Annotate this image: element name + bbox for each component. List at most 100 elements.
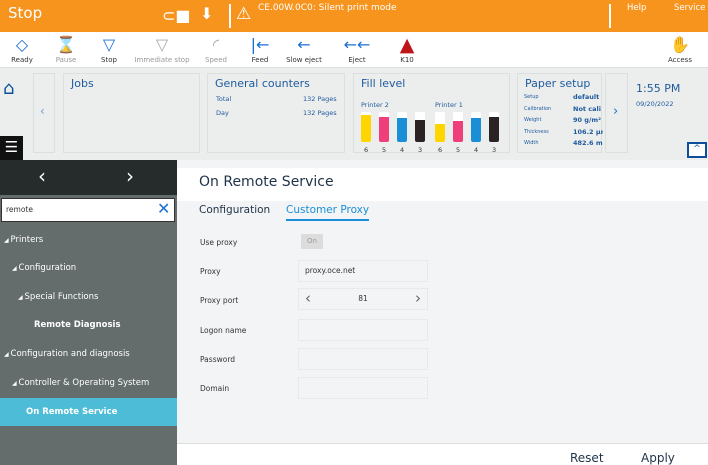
- eject-button[interactable]: ←← Eject: [327, 34, 387, 64]
- jobs-panel[interactable]: Jobs: [63, 73, 200, 153]
- clock-time: 1:55 PM: [636, 82, 681, 95]
- label: Stop: [101, 56, 117, 64]
- immediate-stop-icon: ▽: [155, 35, 169, 54]
- paper-row-value: 482.6 m: [573, 139, 603, 147]
- label: Access: [668, 56, 692, 64]
- use-proxy-toggle[interactable]: On: [301, 234, 323, 249]
- tab-customer-proxy[interactable]: Customer Proxy: [286, 204, 370, 221]
- ink-cartridge: [489, 112, 499, 142]
- counter-total-value: 132 Pages: [303, 95, 337, 103]
- counters-panel[interactable]: General counters Total 132 Pages Day 132…: [207, 73, 345, 153]
- status-message[interactable]: CE.00W.0C0: Silent print mode: [258, 3, 397, 13]
- menu-icon[interactable]: ☰: [0, 136, 23, 160]
- paper-row-label: Width: [524, 140, 539, 146]
- label: Speed: [205, 56, 227, 64]
- tree-item[interactable]: ◢ Printers: [0, 226, 177, 254]
- ink-cartridge: [415, 112, 425, 142]
- cartridge-number: 3: [492, 146, 497, 154]
- slow-eject-icon: ←: [297, 35, 311, 54]
- service-link[interactable]: Service: [674, 3, 706, 13]
- footer: Reset Apply: [177, 443, 708, 465]
- download-icon[interactable]: ⬇: [200, 4, 214, 23]
- label: K10: [400, 56, 414, 64]
- slow-eject-button[interactable]: ← Slow eject: [274, 34, 334, 64]
- tree-item[interactable]: ◢ Controller & Operating System: [0, 369, 177, 397]
- decrement-button[interactable]: ‹: [305, 289, 311, 307]
- increment-button[interactable]: ›: [415, 289, 421, 307]
- ink-level: [415, 119, 425, 142]
- dashboard-prev-button[interactable]: ‹: [33, 73, 55, 153]
- cartridge-number: 3: [418, 146, 423, 154]
- ink-level: [361, 115, 371, 142]
- expand-icon: ◢: [4, 237, 11, 244]
- search-input[interactable]: remote ✕: [1, 198, 175, 222]
- tree-item[interactable]: ◢ Configuration and diagnosis: [0, 340, 177, 368]
- feed-icon: |←: [250, 35, 270, 54]
- tree-item[interactable]: On Remote Service: [0, 398, 177, 426]
- tree-item[interactable]: ◢ Configuration: [0, 254, 177, 282]
- access-button[interactable]: ✋ Access: [650, 34, 708, 64]
- paper-row-value: 106.2 µn: [573, 127, 603, 136]
- tree-item[interactable]: Remote Diagnosis: [0, 311, 177, 339]
- paper-row-value: 90 g/m²: [573, 116, 601, 124]
- proxy-input[interactable]: proxy.oce.net: [298, 260, 428, 282]
- stop-button[interactable]: ▽ Stop: [79, 34, 139, 64]
- label: Slow eject: [286, 56, 322, 64]
- dashboard: ⌂ ‹ Jobs General counters Total 132 Page…: [0, 68, 708, 160]
- label: Feed: [251, 56, 269, 64]
- expand-icon: ◢: [12, 265, 19, 272]
- apply-button[interactable]: Apply: [641, 451, 675, 465]
- help-link[interactable]: Help: [627, 3, 647, 13]
- ready-button[interactable]: ◇ Ready: [0, 34, 52, 64]
- reset-button[interactable]: Reset: [570, 451, 604, 465]
- logon-name-label: Logon name: [200, 326, 247, 335]
- pause-button[interactable]: ⌛ Pause: [36, 34, 96, 64]
- paper-row-value: default: [573, 93, 600, 101]
- clock-date: 09/20/2022: [636, 100, 674, 108]
- forward-button[interactable]: ›: [126, 164, 134, 188]
- back-button[interactable]: ‹: [38, 164, 46, 188]
- label: Eject: [348, 56, 366, 64]
- stop-icon: ▽: [102, 35, 116, 54]
- speed-icon: ◜: [212, 35, 220, 54]
- password-label: Password: [200, 355, 236, 364]
- cartridge-number: 4: [474, 146, 479, 154]
- dashboard-next-button[interactable]: ›: [605, 73, 628, 153]
- logon-name-input[interactable]: [298, 319, 428, 341]
- tab-configuration[interactable]: Configuration: [199, 204, 271, 216]
- immediate-stop-button[interactable]: ▽ Immediate stop: [132, 34, 192, 64]
- counter-day-value: 132 Pages: [303, 109, 337, 117]
- nav-header: ‹ ›: [0, 160, 177, 195]
- ink-level: [379, 116, 389, 142]
- cartridge-number: 5: [456, 146, 461, 154]
- label: Ready: [11, 56, 33, 64]
- expand-icon: ◢: [12, 380, 19, 387]
- tree-item[interactable]: ◢ Special Functions: [0, 283, 177, 311]
- counter-day-label: Day: [216, 109, 229, 117]
- ready-icon: ◇: [15, 35, 29, 54]
- password-input[interactable]: [298, 348, 428, 370]
- label: Pause: [55, 56, 77, 64]
- tree-item-label: Controller & Operating System: [18, 378, 150, 388]
- collapse-button[interactable]: ^: [687, 142, 707, 158]
- home-icon[interactable]: ⌂: [3, 78, 15, 99]
- warning-icon: ⚠: [236, 4, 252, 24]
- tree-item-label: Printers: [10, 235, 44, 245]
- ink-level: [397, 118, 407, 142]
- fill-level-panel[interactable]: Fill level Printer 2 Printer 1 6 5 4 3 6 5 4 3: [353, 73, 510, 154]
- panel-title: General counters: [215, 77, 310, 90]
- clear-icon[interactable]: ✕: [157, 199, 171, 218]
- proxy-port-stepper[interactable]: ‹ 81 ›: [298, 288, 428, 310]
- paper-setup-panel[interactable]: Paper setup Setup default Calibration Not c…: [517, 73, 603, 153]
- feed-button[interactable]: |← Feed: [230, 34, 290, 64]
- plug-icon[interactable]: ⊂■: [162, 6, 191, 25]
- hourglass-icon: ⌛: [56, 35, 76, 54]
- domain-input[interactable]: [298, 377, 428, 399]
- search-value: remote: [6, 205, 33, 214]
- speed-button[interactable]: ◜ Speed: [186, 34, 246, 64]
- k10-button[interactable]: ▲ K10: [377, 34, 437, 64]
- chevron-right-icon: ›: [613, 104, 619, 119]
- expand-icon: ◢: [4, 351, 11, 358]
- hand-icon: ✋: [670, 35, 690, 54]
- ink-cartridge: [397, 112, 407, 142]
